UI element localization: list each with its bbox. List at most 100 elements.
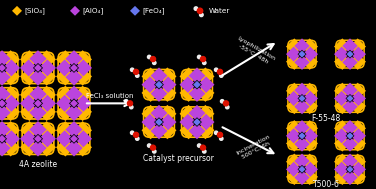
Polygon shape <box>37 86 56 104</box>
FancyBboxPatch shape <box>0 123 18 154</box>
Polygon shape <box>56 95 73 112</box>
FancyBboxPatch shape <box>0 88 18 119</box>
Polygon shape <box>0 50 3 69</box>
Polygon shape <box>130 6 140 16</box>
Polygon shape <box>158 121 176 139</box>
Circle shape <box>203 150 206 153</box>
Polygon shape <box>0 64 6 72</box>
Polygon shape <box>349 98 366 114</box>
Polygon shape <box>69 63 79 73</box>
Polygon shape <box>75 130 92 147</box>
Polygon shape <box>192 117 202 127</box>
Polygon shape <box>303 128 318 143</box>
Polygon shape <box>351 91 366 106</box>
Polygon shape <box>39 59 56 76</box>
Polygon shape <box>37 50 56 69</box>
Polygon shape <box>301 169 318 185</box>
Polygon shape <box>141 76 158 93</box>
Polygon shape <box>34 64 42 72</box>
Polygon shape <box>334 98 351 114</box>
Polygon shape <box>301 135 318 152</box>
Polygon shape <box>286 53 303 70</box>
Polygon shape <box>179 105 198 123</box>
Polygon shape <box>154 80 164 89</box>
Polygon shape <box>286 153 303 170</box>
Circle shape <box>133 132 138 137</box>
Polygon shape <box>294 38 310 53</box>
Polygon shape <box>0 134 7 144</box>
FancyBboxPatch shape <box>182 107 212 137</box>
Text: [SiO₄]: [SiO₄] <box>24 7 45 14</box>
Polygon shape <box>349 83 366 99</box>
Circle shape <box>150 57 156 62</box>
Polygon shape <box>70 6 80 16</box>
Polygon shape <box>303 162 318 177</box>
Circle shape <box>194 7 198 10</box>
Polygon shape <box>56 59 73 76</box>
Text: Water: Water <box>209 8 230 14</box>
Polygon shape <box>294 55 310 70</box>
Polygon shape <box>294 136 310 152</box>
Polygon shape <box>0 135 6 143</box>
Polygon shape <box>346 131 355 140</box>
Polygon shape <box>192 80 202 89</box>
Polygon shape <box>346 166 353 173</box>
Polygon shape <box>196 121 214 139</box>
Polygon shape <box>0 121 11 138</box>
Polygon shape <box>342 153 358 169</box>
FancyBboxPatch shape <box>288 40 316 68</box>
Text: T500-6: T500-6 <box>312 180 340 189</box>
Text: [AlO₄]: [AlO₄] <box>82 7 103 14</box>
Polygon shape <box>286 169 303 185</box>
Circle shape <box>127 101 133 106</box>
Polygon shape <box>69 134 79 144</box>
Polygon shape <box>346 165 355 174</box>
FancyBboxPatch shape <box>0 52 18 84</box>
Polygon shape <box>56 121 75 139</box>
Circle shape <box>200 57 206 62</box>
Polygon shape <box>286 162 301 177</box>
Polygon shape <box>3 59 20 76</box>
Polygon shape <box>0 121 3 139</box>
Polygon shape <box>0 98 7 108</box>
Polygon shape <box>158 67 176 85</box>
Polygon shape <box>334 53 351 70</box>
Polygon shape <box>179 121 198 139</box>
Polygon shape <box>73 67 92 86</box>
Polygon shape <box>342 83 358 98</box>
Circle shape <box>130 105 133 109</box>
Polygon shape <box>37 138 56 156</box>
Polygon shape <box>20 86 39 104</box>
Circle shape <box>214 68 218 71</box>
Polygon shape <box>349 153 366 170</box>
Polygon shape <box>179 76 196 93</box>
Polygon shape <box>189 123 205 139</box>
Polygon shape <box>20 50 39 69</box>
Polygon shape <box>20 138 39 156</box>
Circle shape <box>153 150 156 153</box>
Polygon shape <box>299 132 306 139</box>
Polygon shape <box>65 121 83 138</box>
Text: [FeO₄]: [FeO₄] <box>142 7 165 14</box>
Circle shape <box>150 145 156 150</box>
Polygon shape <box>0 99 6 107</box>
FancyBboxPatch shape <box>22 88 54 119</box>
Polygon shape <box>65 139 83 156</box>
Polygon shape <box>351 128 366 143</box>
Polygon shape <box>196 84 214 102</box>
Polygon shape <box>151 123 167 139</box>
Polygon shape <box>189 105 205 121</box>
Text: Catalyst precursor: Catalyst precursor <box>143 154 214 163</box>
Polygon shape <box>155 81 163 88</box>
Polygon shape <box>346 51 353 58</box>
Polygon shape <box>0 50 11 67</box>
Polygon shape <box>294 120 310 135</box>
Polygon shape <box>20 130 37 147</box>
Circle shape <box>130 68 134 71</box>
Polygon shape <box>20 103 39 121</box>
Polygon shape <box>37 121 56 139</box>
Polygon shape <box>29 121 47 138</box>
Polygon shape <box>0 63 7 73</box>
Polygon shape <box>56 138 75 156</box>
Polygon shape <box>75 59 92 76</box>
